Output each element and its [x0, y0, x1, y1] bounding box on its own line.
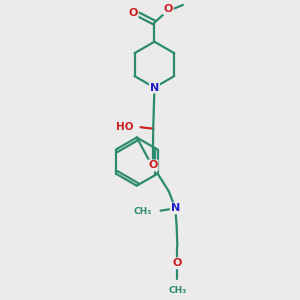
Text: O: O — [164, 4, 173, 14]
Text: HO: HO — [116, 122, 134, 132]
Text: O: O — [128, 8, 138, 18]
Text: O: O — [148, 160, 158, 170]
Text: N: N — [171, 203, 180, 213]
Text: O: O — [172, 258, 182, 268]
Text: CH₃: CH₃ — [134, 207, 152, 216]
Text: N: N — [150, 82, 159, 93]
Text: CH₃: CH₃ — [168, 286, 187, 295]
